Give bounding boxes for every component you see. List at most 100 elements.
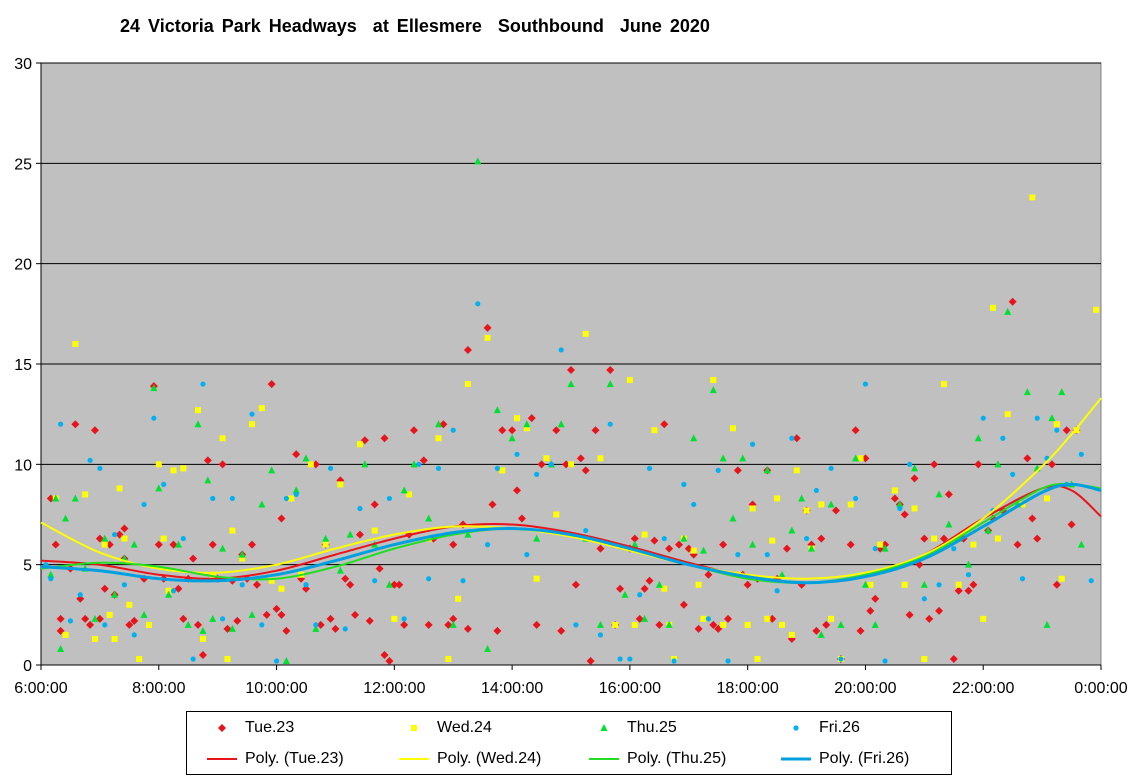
data-point (606, 380, 614, 388)
data-point (890, 494, 899, 503)
y-tick-label: 10 (14, 457, 32, 474)
data-point (1013, 540, 1022, 549)
data-point (136, 655, 143, 662)
data-point (817, 630, 825, 638)
data-point (449, 614, 458, 623)
y-tick-label: 25 (14, 156, 32, 173)
data-point (537, 460, 546, 469)
data-point (189, 554, 198, 563)
data-point (679, 600, 688, 609)
data-point (1019, 576, 1026, 582)
data-point (710, 377, 717, 384)
data-point (302, 584, 310, 593)
data-point (419, 456, 428, 465)
data-point (425, 514, 433, 522)
data-point (955, 581, 962, 588)
data-point (249, 421, 256, 428)
chart-svg: 0 5 10 15 20 25 30 6:00:00 8:00:00 10:00:00 12:00… (14, 56, 1128, 697)
data-point (97, 465, 103, 471)
data-point (498, 426, 507, 435)
data-point (463, 624, 472, 633)
data-point (621, 590, 629, 598)
data-point (764, 552, 770, 558)
data-point (655, 620, 664, 629)
data-point (341, 574, 350, 583)
legend-item: Thu.25 (589, 718, 677, 738)
data-point (239, 555, 246, 562)
data-point (626, 377, 633, 384)
data-point (867, 581, 874, 588)
data-point (336, 566, 344, 574)
data-point (921, 596, 927, 602)
data-point (597, 632, 604, 638)
data-point (445, 655, 452, 662)
y-tick-labels: 0 5 10 15 20 25 30 (14, 56, 41, 675)
data-point (194, 620, 203, 629)
series-Thu.25 (47, 157, 1085, 664)
data-point (209, 614, 217, 622)
data-point (910, 474, 919, 483)
data-point (557, 626, 566, 635)
data-point (356, 441, 363, 448)
data-point (1058, 575, 1065, 582)
data-point (72, 340, 79, 347)
data-point (416, 461, 422, 467)
data-point (150, 384, 158, 392)
data-point (145, 621, 152, 628)
data-point (283, 495, 289, 502)
data-point (862, 381, 869, 387)
trendlines (40, 397, 1102, 585)
data-point (900, 510, 909, 519)
data-point (1052, 580, 1061, 589)
data-point (424, 620, 433, 629)
data-point (361, 460, 369, 468)
data-point (817, 534, 826, 543)
data-point (76, 594, 85, 603)
data-point (371, 527, 378, 534)
data-point (435, 465, 442, 471)
data-point (661, 585, 668, 592)
x-tick-label: 20:00:00 (834, 680, 896, 697)
data-point (596, 620, 604, 628)
data-point (400, 620, 409, 629)
data-point (724, 614, 733, 623)
data-point (935, 490, 943, 498)
data-point (523, 420, 531, 428)
data-point (140, 610, 148, 618)
data-point (920, 534, 929, 543)
data-point (395, 580, 404, 589)
data-point (435, 435, 442, 442)
data-point (131, 632, 137, 638)
chart-title: 24 Victoria Park Headways at Ellesmere S… (120, 16, 710, 36)
data-point (517, 514, 526, 523)
data-point (67, 618, 74, 624)
legend-marker (600, 724, 608, 731)
data-point (82, 491, 89, 498)
data-point (798, 494, 806, 502)
data-point (897, 505, 903, 512)
data-point (259, 622, 265, 628)
data-point (573, 622, 579, 628)
data-point (596, 544, 605, 553)
data-point (807, 544, 815, 552)
data-point (267, 380, 276, 389)
data-point (945, 520, 953, 528)
data-point (1033, 534, 1042, 543)
data-point (252, 580, 261, 589)
data-point (1053, 421, 1060, 428)
data-point (91, 635, 98, 642)
data-point (581, 466, 590, 475)
x-tick-label: 10:00:00 (245, 680, 307, 697)
data-point (851, 426, 860, 435)
data-point (641, 614, 649, 622)
legend-marker (411, 725, 417, 731)
data-point (558, 347, 564, 353)
data-point (822, 620, 831, 629)
data-point (101, 534, 109, 542)
data-point (1093, 306, 1100, 313)
data-point (493, 406, 501, 414)
data-point (534, 471, 540, 477)
data-point (1004, 307, 1012, 315)
data-point (71, 494, 79, 502)
data-point (1000, 435, 1006, 441)
